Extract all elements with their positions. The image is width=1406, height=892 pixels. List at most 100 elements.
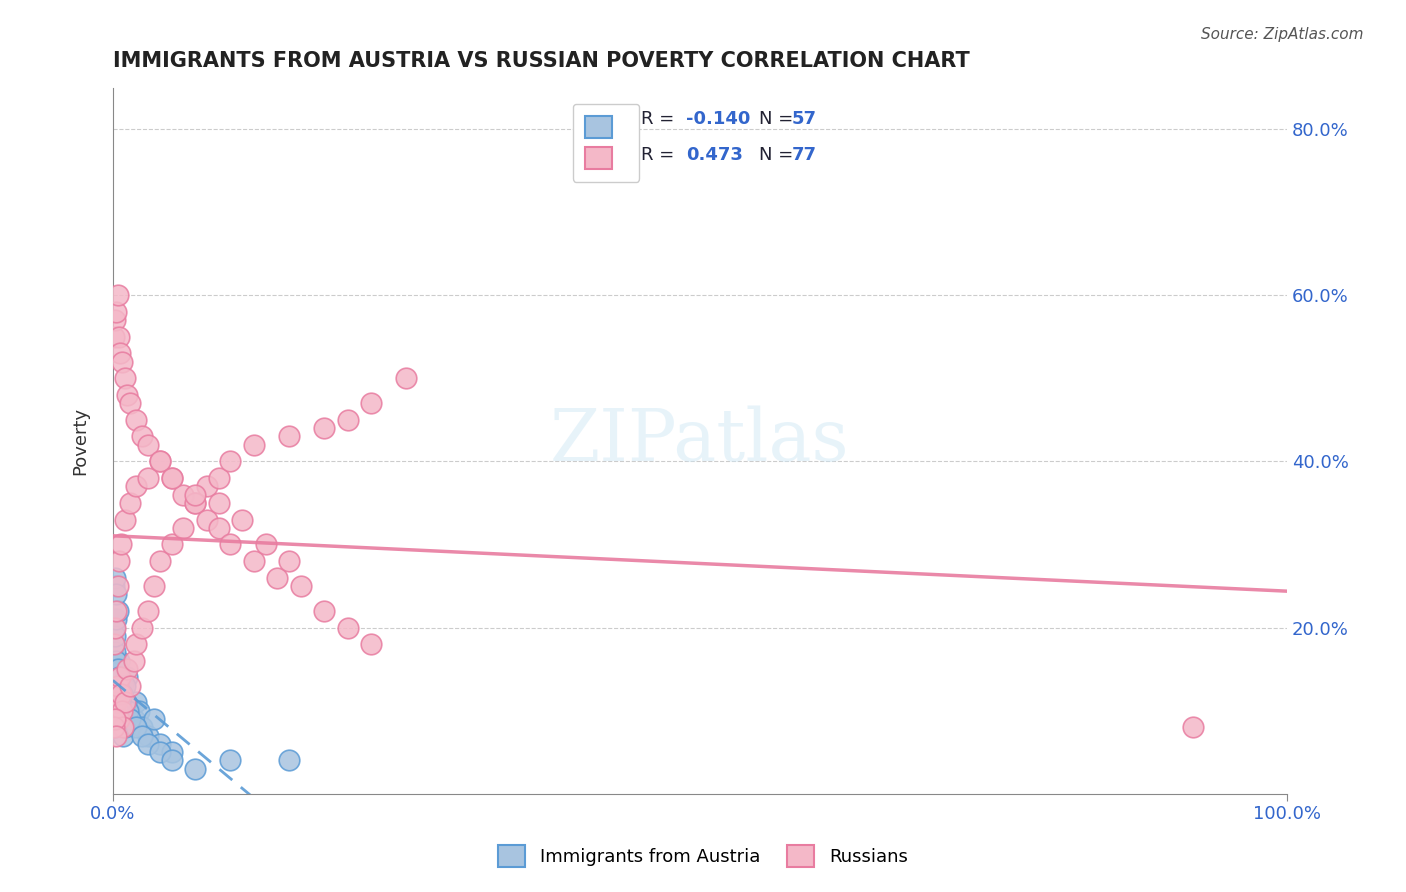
Point [103, 720, 125, 734]
Point [336, 413, 359, 427]
Point [107, 330, 129, 344]
Point [160, 537, 183, 551]
Point [110, 537, 132, 551]
Point [105, 612, 128, 626]
Point [360, 637, 382, 651]
Point [103, 579, 125, 593]
Point [103, 330, 125, 344]
Point [290, 579, 312, 593]
Text: Source: ZipAtlas.com: Source: ZipAtlas.com [1201, 27, 1364, 42]
Point [107, 679, 129, 693]
Point [117, 704, 139, 718]
Point [108, 670, 131, 684]
Point [114, 720, 136, 734]
Point [108, 695, 131, 709]
Point [103, 620, 125, 634]
Point [1182, 720, 1205, 734]
Point [136, 729, 159, 743]
Point [107, 654, 129, 668]
Point [207, 521, 229, 535]
Point [142, 712, 165, 726]
Point [136, 604, 159, 618]
Text: ZIPatlas: ZIPatlas [550, 405, 849, 475]
Point [149, 454, 172, 468]
Point [107, 579, 129, 593]
Point [278, 429, 301, 443]
Point [108, 695, 131, 709]
Point [172, 521, 194, 535]
Point [231, 512, 253, 526]
Point [115, 662, 138, 676]
Point [125, 479, 148, 493]
Point [184, 762, 207, 776]
Point [125, 637, 148, 651]
Point [131, 720, 153, 734]
Point [120, 496, 142, 510]
Point [160, 471, 183, 485]
Point [136, 438, 159, 452]
Point [104, 620, 127, 634]
Point [104, 712, 127, 726]
Point [314, 421, 336, 435]
Point [122, 654, 145, 668]
Point [242, 554, 264, 568]
Point [104, 712, 127, 726]
Point [336, 620, 359, 634]
Text: 77: 77 [792, 145, 817, 163]
Point [112, 679, 135, 693]
Point [107, 695, 129, 709]
Point [160, 471, 183, 485]
Point [278, 754, 301, 768]
Point [125, 413, 148, 427]
Point [120, 712, 142, 726]
Point [122, 712, 145, 726]
Legend: , : , [572, 103, 640, 182]
Point [107, 687, 129, 701]
Point [120, 704, 142, 718]
Text: -0.140: -0.140 [686, 111, 751, 128]
Y-axis label: Poverty: Poverty [72, 407, 89, 475]
Point [254, 537, 277, 551]
Point [107, 712, 129, 726]
Point [104, 645, 127, 659]
Point [136, 471, 159, 485]
Point [136, 737, 159, 751]
Point [219, 754, 242, 768]
Point [360, 396, 382, 410]
Point [114, 679, 136, 693]
Point [266, 571, 288, 585]
Point [149, 554, 172, 568]
Point [103, 704, 125, 718]
Point [149, 454, 172, 468]
Text: R =: R = [641, 145, 681, 163]
Point [207, 496, 229, 510]
Point [160, 745, 183, 759]
Point [195, 512, 218, 526]
Text: 57: 57 [792, 111, 817, 128]
Point [103, 662, 125, 676]
Point [115, 388, 138, 402]
Point [114, 512, 136, 526]
Point [107, 662, 129, 676]
Point [105, 704, 128, 718]
Point [104, 679, 127, 693]
Point [104, 313, 127, 327]
Point [112, 729, 135, 743]
Point [125, 695, 148, 709]
Point [120, 679, 142, 693]
Point [142, 579, 165, 593]
Point [128, 704, 150, 718]
Point [103, 637, 125, 651]
Point [195, 479, 218, 493]
Point [105, 604, 128, 618]
Point [107, 712, 129, 726]
Point [107, 670, 129, 684]
Point [115, 670, 138, 684]
Point [111, 687, 134, 701]
Point [103, 687, 125, 701]
Point [110, 687, 132, 701]
Point [120, 396, 142, 410]
Point [111, 704, 134, 718]
Point [131, 729, 153, 743]
Point [107, 554, 129, 568]
